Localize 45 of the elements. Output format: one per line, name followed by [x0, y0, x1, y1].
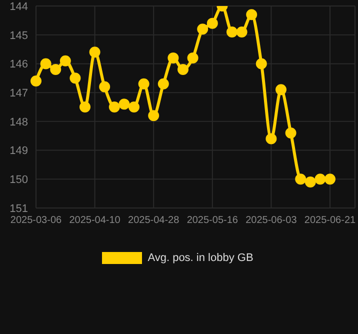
- point: [80, 102, 90, 112]
- point: [285, 127, 296, 138]
- x-tick-label: 2025-04-28: [128, 215, 180, 226]
- x-tick-label: 2025-06-21: [304, 215, 356, 226]
- point: [304, 176, 316, 188]
- point: [40, 58, 52, 70]
- point: [246, 9, 258, 20]
- point: [206, 18, 218, 29]
- point: [108, 102, 120, 112]
- y-tick-label: 149: [10, 145, 28, 158]
- point: [99, 81, 110, 92]
- point: [236, 26, 248, 38]
- y-tick-label: 145: [10, 30, 28, 42]
- point: [324, 174, 336, 185]
- point: [178, 64, 188, 75]
- point: [138, 78, 150, 90]
- y-tick-label: 147: [10, 87, 28, 100]
- point: [256, 58, 267, 70]
- point: [118, 98, 130, 110]
- y-tick-label: 146: [10, 58, 28, 71]
- legend-label: Avg. pos. in lobby GB: [148, 252, 254, 264]
- point: [128, 102, 140, 112]
- point: [266, 133, 277, 144]
- point: [187, 52, 198, 64]
- point: [50, 64, 62, 75]
- y-tick-label: 150: [10, 174, 28, 186]
- x-tick-label: 2025-05-16: [186, 215, 238, 226]
- point: [89, 46, 100, 58]
- y-tick-label: 148: [10, 116, 28, 128]
- y-tick-label: 144: [10, 0, 28, 13]
- point: [295, 174, 306, 185]
- point: [197, 24, 208, 35]
- point: [30, 76, 42, 87]
- x-tick-label: 2025-04-10: [69, 215, 121, 226]
- point: [60, 55, 71, 66]
- x-tick-label: 2025-06-03: [246, 215, 298, 226]
- point: [276, 84, 286, 96]
- point: [148, 110, 160, 122]
- x-tick-label: 2025-03-06: [10, 215, 62, 226]
- point: [168, 52, 179, 64]
- point: [314, 174, 326, 185]
- y-tick-label: 151: [10, 202, 28, 215]
- point: [226, 26, 238, 38]
- point: [70, 72, 81, 84]
- point: [158, 78, 169, 90]
